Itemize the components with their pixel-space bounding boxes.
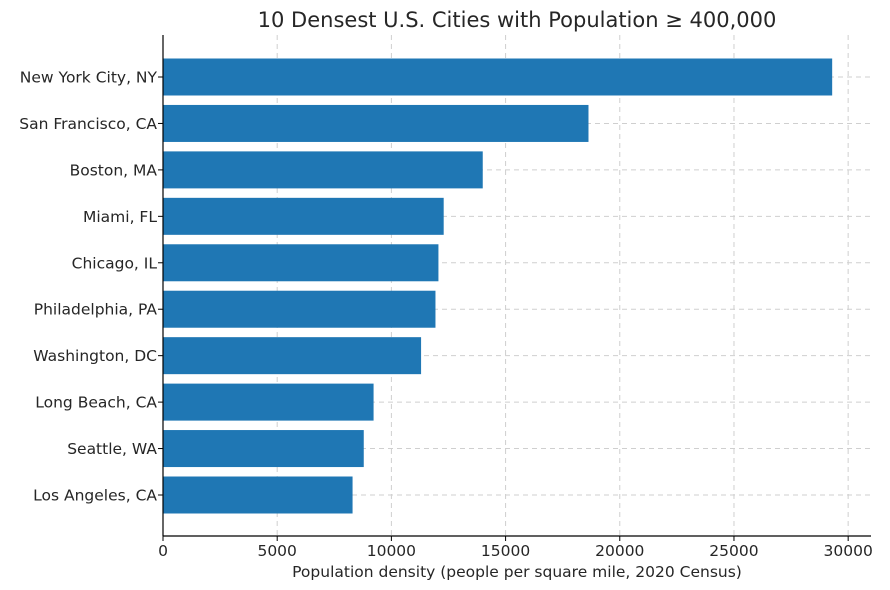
y-axis-tick-labels: New York City, NY San Francisco, CA Boston…: [19, 69, 163, 505]
bar: [163, 104, 589, 142]
bar: [163, 383, 374, 421]
x-axis-tick-labels: 0 5000 10000 15000 20000 25000 30000: [158, 536, 873, 560]
x-axis-label: Population density (people per square mi…: [292, 563, 742, 581]
x-tick-label: 25000: [709, 542, 758, 560]
bar: [163, 290, 436, 328]
y-tick-label: Los Angeles, CA: [33, 487, 157, 505]
y-tick-label: Seattle, WA: [67, 440, 157, 458]
y-tick-label: Washington, DC: [33, 347, 157, 365]
bar: [163, 197, 444, 235]
y-tick-label: Philadelphia, PA: [34, 301, 158, 319]
bars: [163, 58, 833, 514]
x-tick-label: 15000: [481, 542, 530, 560]
bar: [163, 58, 833, 96]
x-tick-label: 10000: [367, 542, 416, 560]
bar: [163, 476, 353, 514]
x-tick-label: 30000: [824, 542, 873, 560]
y-tick-label: New York City, NY: [20, 69, 158, 87]
y-tick-label: Chicago, IL: [72, 254, 158, 272]
x-tick-label: 20000: [595, 542, 644, 560]
bar: [163, 337, 422, 375]
y-tick-label: Long Beach, CA: [35, 394, 157, 412]
y-tick-label: Miami, FL: [83, 208, 157, 226]
bar: [163, 151, 483, 189]
bar: [163, 430, 364, 468]
x-tick-label: 0: [158, 542, 168, 560]
bar: [163, 244, 439, 282]
chart-title: 10 Densest U.S. Cities with Population ≥…: [258, 8, 777, 32]
y-tick-label: Boston, MA: [70, 161, 158, 179]
y-tick-label: San Francisco, CA: [19, 115, 157, 133]
x-tick-label: 5000: [257, 542, 296, 560]
